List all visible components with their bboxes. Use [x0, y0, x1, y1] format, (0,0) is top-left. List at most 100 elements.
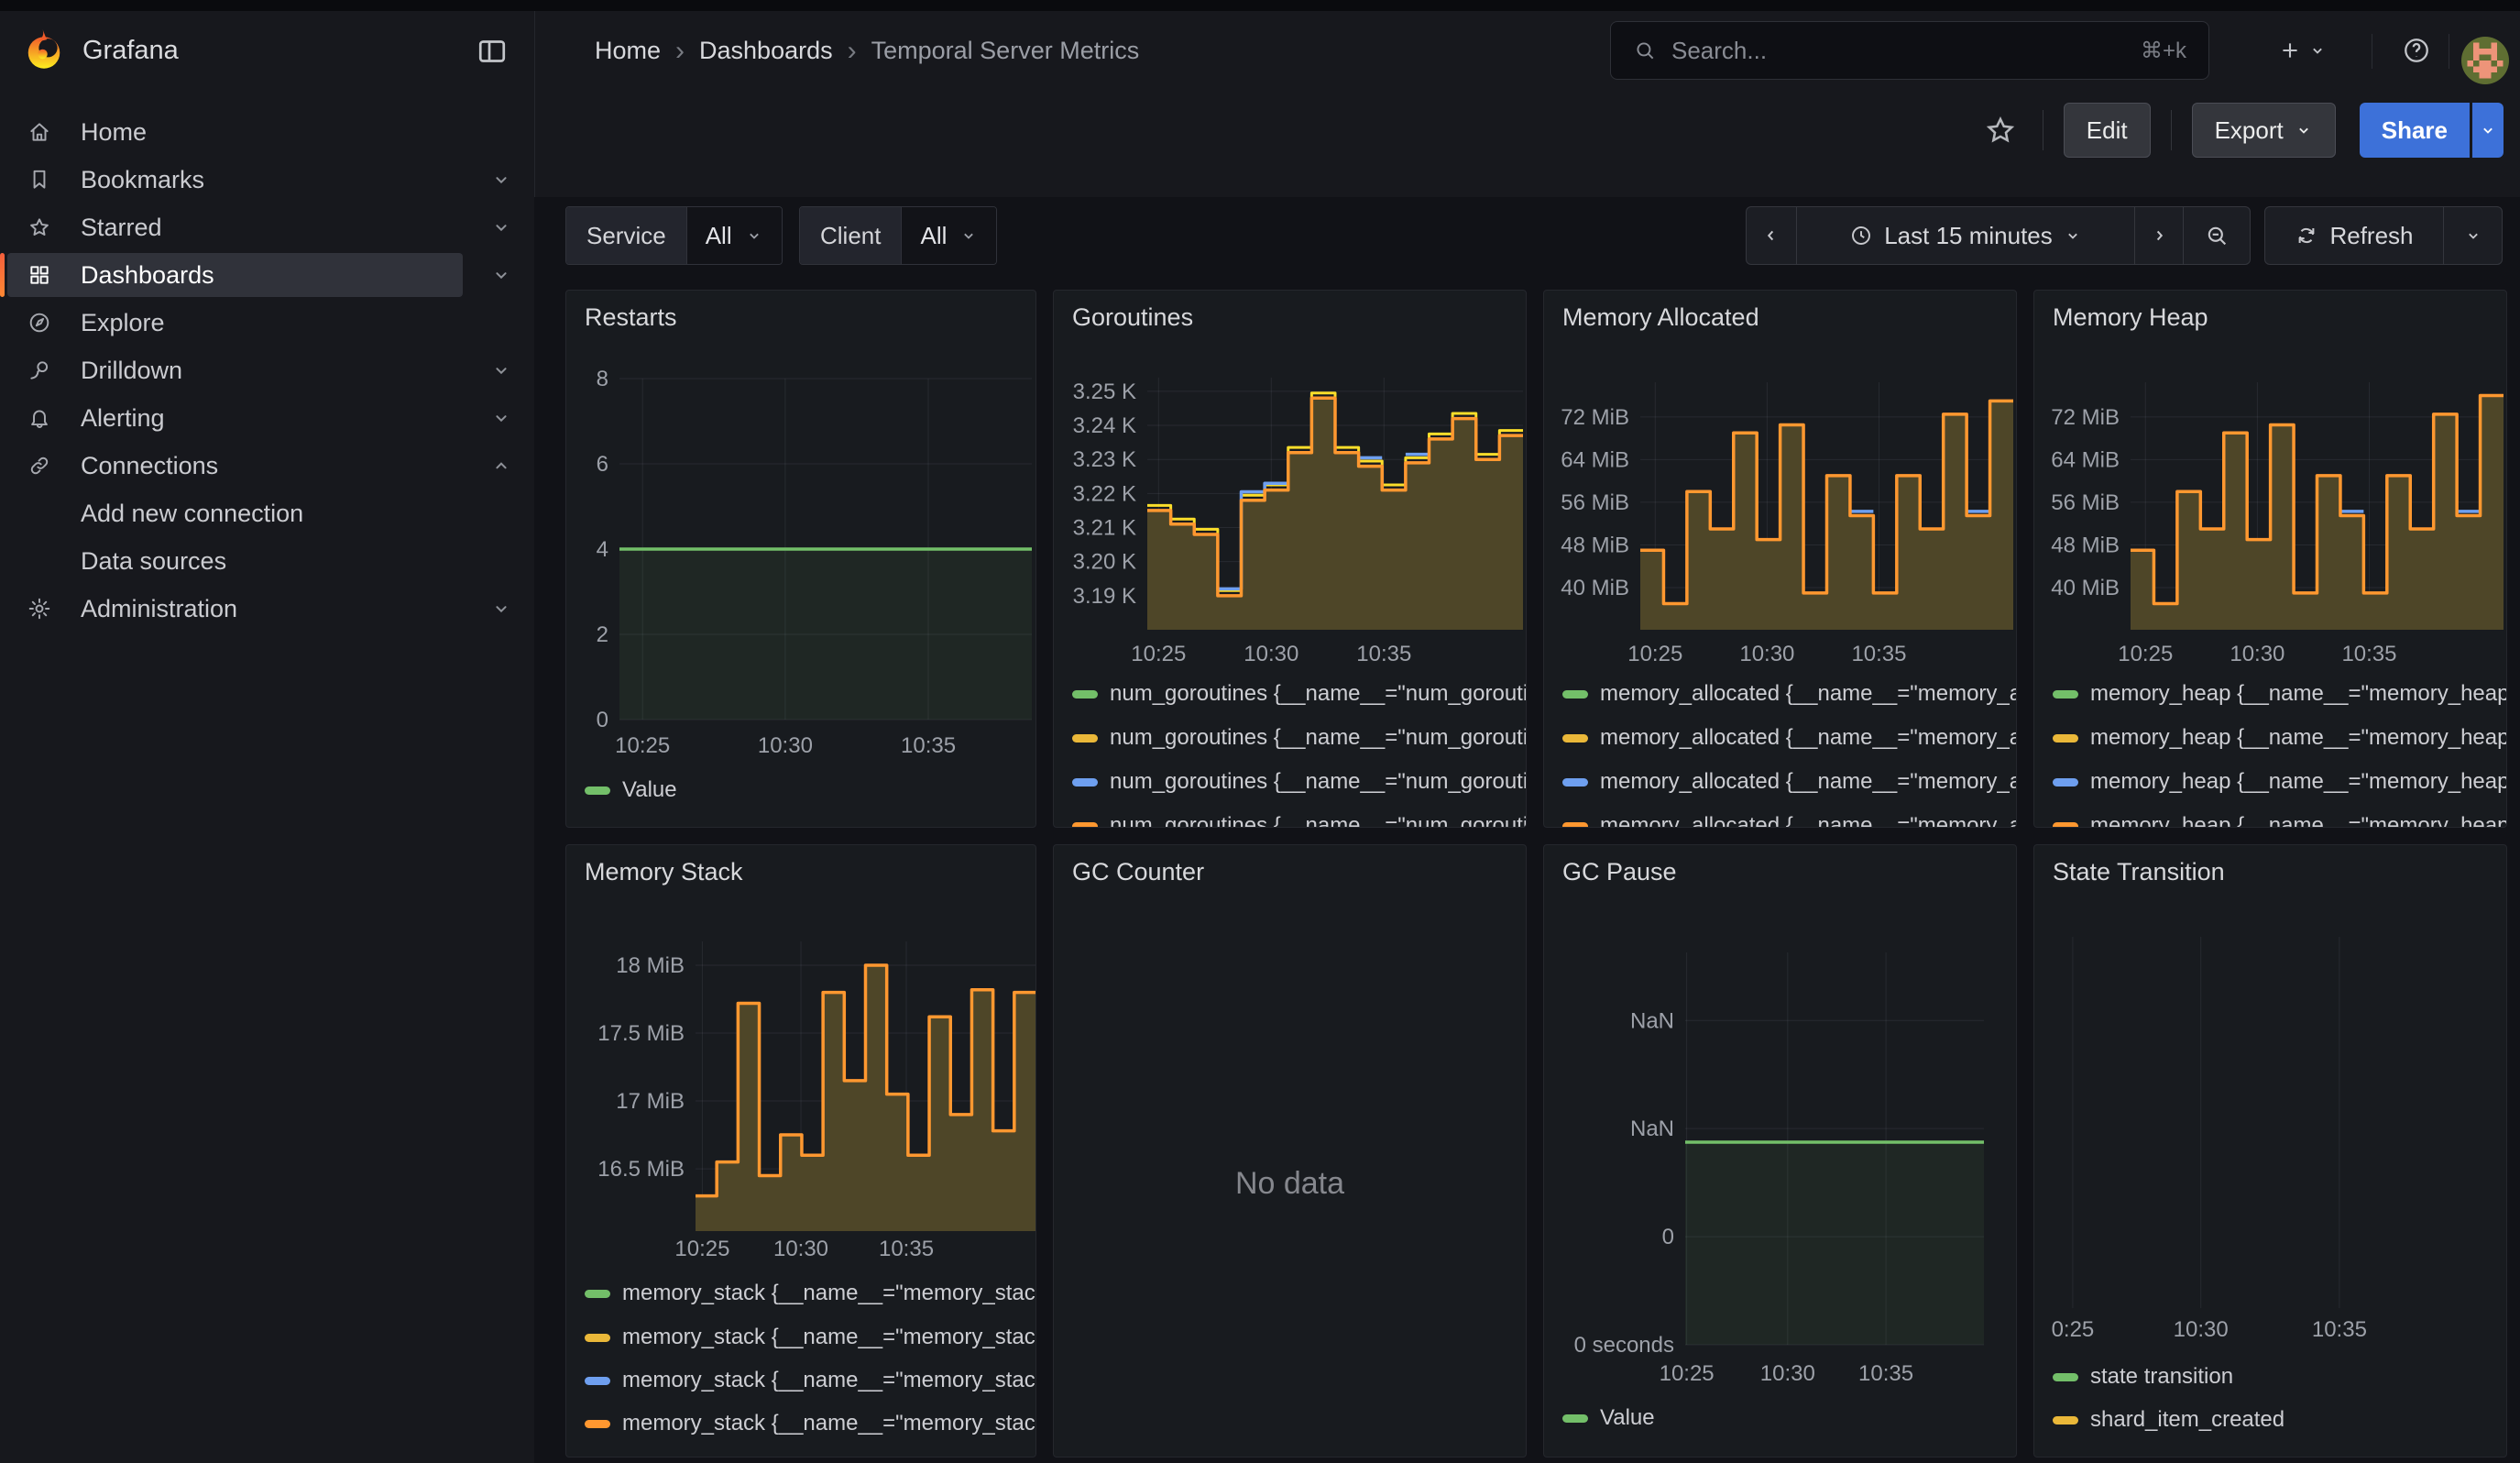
sidebar-item-add-new-connection[interactable]: Add new connection [7, 491, 463, 535]
chevron-down-icon [749, 233, 759, 239]
sidebar-toggle-icon[interactable] [476, 35, 509, 68]
legend-item[interactable]: memory_allocated {__name__="memory_alloc… [1562, 812, 2016, 827]
legend-item[interactable]: memory_heap {__name__="memory_heap" [2053, 724, 2506, 752]
share-button[interactable]: Share [2359, 103, 2470, 158]
sidebar-item-bookmarks[interactable]: Bookmarks [7, 158, 463, 202]
legend-label: Value [1600, 1405, 1655, 1430]
filter-client-label: Client [800, 207, 902, 264]
legend-item[interactable]: memory_heap {__name__="memory_heap" [2053, 768, 2506, 796]
chart: NaN NaN 0 0 seconds 10:25 10:30 10:35 [1574, 952, 1984, 1386]
sidebar-item-home[interactable]: Home [7, 110, 463, 154]
svg-text:0 seconds: 0 seconds [1574, 1333, 1674, 1358]
chevron-up-icon[interactable] [483, 444, 520, 488]
refresh-button[interactable]: Refresh [2265, 207, 2443, 264]
legend-color [585, 1419, 610, 1428]
sidebar-item-connections[interactable]: Connections [7, 444, 463, 488]
legend-item[interactable]: memory_heap {__name__="memory_heap" [2053, 812, 2506, 827]
svg-text:10:30: 10:30 [2230, 642, 2284, 666]
panel-title[interactable]: Memory Stack [585, 858, 743, 886]
add-button[interactable] [2256, 21, 2348, 80]
svg-text:17.5 MiB: 17.5 MiB [597, 1021, 685, 1046]
avatar[interactable] [2461, 37, 2509, 84]
filter-service-value[interactable]: All [685, 207, 782, 264]
legend-item[interactable]: memory_allocated {__name__="memory_alloc… [1562, 680, 2016, 708]
export-button[interactable]: Export [2191, 103, 2336, 158]
filter-client-value[interactable]: All [901, 207, 997, 264]
link-icon [30, 456, 49, 475]
legend-item[interactable]: state transition [2053, 1363, 2506, 1391]
search-input[interactable]: Search... ⌘+k [1610, 21, 2209, 80]
legend-item[interactable]: num_goroutines {__name__="num_goroutines… [1072, 724, 1526, 752]
breadcrumb-home[interactable]: Home [595, 37, 662, 64]
legend-item[interactable]: Value [1562, 1404, 2016, 1432]
panel-title[interactable]: State Transition [2053, 858, 2225, 886]
panel-title[interactable]: Memory Heap [2053, 303, 2208, 331]
sidebar-item-drilldown[interactable]: Drilldown [7, 348, 463, 392]
panel-title[interactable]: Goroutines [1072, 303, 1194, 331]
zoom-out-button[interactable] [2183, 207, 2250, 264]
legend-item[interactable]: shard_item_created [2053, 1406, 2506, 1434]
legend-item[interactable]: memory_stack {__name__="memory_stack" [585, 1324, 1035, 1351]
sidebar-item-label: Administration [81, 594, 238, 622]
sidebar-item-explore[interactable]: Explore [7, 301, 463, 345]
edit-button[interactable]: Edit [2063, 103, 2151, 158]
svg-text:10:30: 10:30 [1739, 642, 1794, 666]
chevron-down-icon [2483, 127, 2493, 134]
share-menu-button[interactable] [2472, 103, 2504, 158]
sidebar-item-dashboards[interactable]: Dashboards [7, 253, 463, 297]
panel-title[interactable]: Restarts [585, 303, 677, 331]
legend-label: shard_item_created [2090, 1407, 2285, 1432]
time-range-button[interactable]: Last 15 minutes [1796, 207, 2134, 264]
time-shift-back-button[interactable] [1747, 207, 1796, 264]
search-icon [1637, 42, 1654, 60]
legend-item[interactable]: memory_allocated {__name__="memory_alloc… [1562, 724, 2016, 752]
legend-item[interactable]: num_goroutines {__name__="num_goroutines… [1072, 812, 1526, 827]
help-button[interactable] [2388, 21, 2445, 80]
legend-label: memory_heap {__name__="memory_heap" [2090, 681, 2507, 706]
chevron-down-icon[interactable] [483, 205, 520, 249]
chevron-down-icon[interactable] [483, 587, 520, 631]
legend-item[interactable]: num_goroutines {__name__="num_goroutines… [1072, 680, 1526, 708]
svg-text:2: 2 [597, 622, 608, 647]
refresh-interval-button[interactable] [2443, 207, 2502, 264]
panel-title[interactable]: GC Pause [1562, 858, 1677, 886]
svg-text:10:35: 10:35 [2312, 1317, 2367, 1342]
legend-item[interactable]: memory_allocated {__name__="memory_alloc… [1562, 768, 2016, 796]
window-top-strip [0, 0, 2520, 11]
legend-item[interactable]: num_goroutines {__name__="num_goroutines… [1072, 768, 1526, 796]
sidebar-item-administration[interactable]: Administration [7, 587, 463, 631]
legend-item[interactable]: memory_stack {__name__="memory_stack" [585, 1410, 1035, 1437]
legend-item[interactable]: memory_heap {__name__="memory_heap" [2053, 680, 2507, 708]
chevron-down-icon[interactable] [483, 396, 520, 440]
chart: 72 MiB 64 MiB 56 MiB 48 MiB 40 MiB 10:25 10:30… [1561, 382, 2013, 666]
breadcrumb-dashboards[interactable]: Dashboards [699, 37, 833, 64]
sidebar-item-data-sources[interactable]: Data sources [7, 539, 463, 583]
favorite-star-button[interactable] [1978, 108, 2022, 152]
bookmark-icon [33, 170, 46, 189]
svg-text:3.23 K: 3.23 K [1073, 447, 1136, 472]
panel-title[interactable]: Memory Allocated [1562, 303, 1759, 331]
legend-label: memory_allocated {__name__="memory_alloc… [1600, 681, 2016, 706]
panel-title[interactable]: GC Counter [1072, 858, 1205, 886]
time-picker-group: Last 15 minutes [1746, 206, 2251, 265]
legend-item[interactable]: Value [585, 776, 1035, 804]
svg-text:10:25: 10:25 [2118, 642, 2173, 666]
legend-item[interactable]: memory_stack {__name__="memory_stack" [585, 1367, 1035, 1394]
chevron-down-icon[interactable] [483, 348, 520, 392]
dashboard-canvas: Service All Client All Last 15 minutes [534, 197, 2520, 1463]
legend-color [1562, 689, 1588, 698]
svg-text:3.22 K: 3.22 K [1073, 481, 1136, 506]
chevron-down-icon[interactable] [483, 158, 520, 202]
sidebar-item-label: Drilldown [81, 356, 183, 384]
sidebar-item-label: Dashboards [81, 260, 214, 289]
breadcrumb-separator: › [847, 35, 857, 66]
legend-label: memory_allocated {__name__="memory_alloc… [1600, 725, 2016, 750]
time-shift-forward-button[interactable] [2134, 207, 2183, 264]
sidebar-item-starred[interactable]: Starred [7, 205, 463, 249]
svg-text:56 MiB: 56 MiB [1561, 490, 1629, 515]
chevron-down-icon[interactable] [483, 253, 520, 297]
sidebar-item-alerting[interactable]: Alerting [7, 396, 463, 440]
filter-service: Service All [565, 206, 783, 265]
svg-text:NaN: NaN [1630, 1116, 1674, 1141]
legend-item[interactable]: memory_stack {__name__="memory_stack" [585, 1280, 1035, 1307]
